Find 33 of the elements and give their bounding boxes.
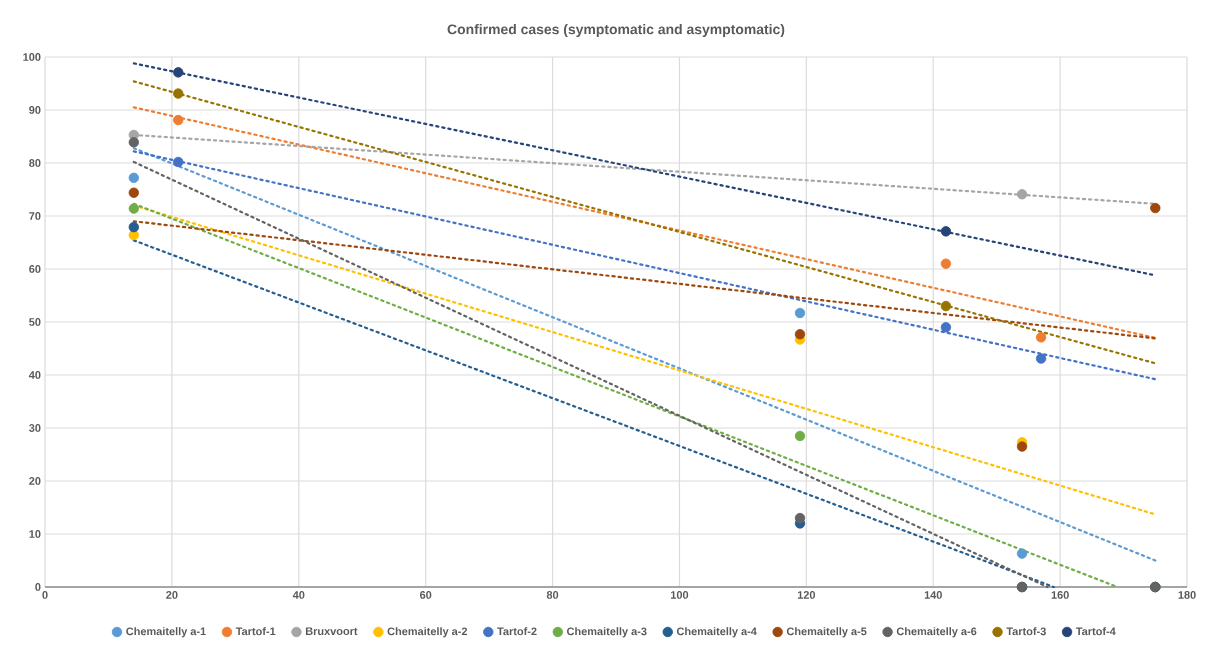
y-tick-label: 40 bbox=[28, 371, 41, 379]
legend-label: Bruxvoort bbox=[305, 627, 358, 635]
x-tick-label: 40 bbox=[292, 591, 305, 599]
legend-label: Chemaitelly a-2 bbox=[387, 627, 468, 638]
legend-label: Chemaitelly a-3 bbox=[567, 627, 647, 638]
chart-title: Confirmed cases (symptomatic and asymptomatic) bbox=[447, 24, 785, 37]
legend-label: Chemaitelly a-6 bbox=[896, 627, 977, 638]
x-tick-label: 60 bbox=[419, 591, 432, 599]
y-tick-label: 0 bbox=[35, 583, 41, 591]
x-tick-label: 180 bbox=[1178, 591, 1196, 599]
y-tick-label: 100 bbox=[23, 53, 41, 61]
y-tick-label: 50 bbox=[29, 318, 41, 326]
y-tick-label: 70 bbox=[29, 212, 41, 220]
legend-label: Chemaitelly a-4 bbox=[676, 627, 757, 638]
y-tick-label: 60 bbox=[29, 265, 41, 273]
x-tick-label: 120 bbox=[797, 591, 816, 599]
x-tick-label: 80 bbox=[546, 591, 559, 599]
legend-label: Tartof-2 bbox=[497, 627, 537, 636]
x-tick-label: 160 bbox=[1051, 591, 1069, 599]
x-tick-label: 100 bbox=[671, 591, 689, 599]
legend-label: Chemaitelly a-5 bbox=[786, 627, 867, 638]
x-tick-label: 20 bbox=[166, 591, 178, 599]
legend-label: Tartof-3 bbox=[1006, 627, 1046, 636]
x-tick-label: 0 bbox=[42, 591, 48, 599]
y-tick-label: 10 bbox=[29, 530, 41, 538]
y-tick-label: 90 bbox=[29, 106, 41, 114]
legend-label: Tartof-4 bbox=[1075, 627, 1116, 636]
legend-label: Tartof-1 bbox=[235, 627, 276, 636]
y-tick-label: 30 bbox=[29, 424, 41, 432]
y-tick-label: 20 bbox=[29, 477, 41, 485]
y-tick-label: 80 bbox=[29, 159, 41, 167]
legend-label: Chemaitelly a-1 bbox=[126, 627, 206, 638]
x-tick-label: 140 bbox=[924, 591, 942, 599]
